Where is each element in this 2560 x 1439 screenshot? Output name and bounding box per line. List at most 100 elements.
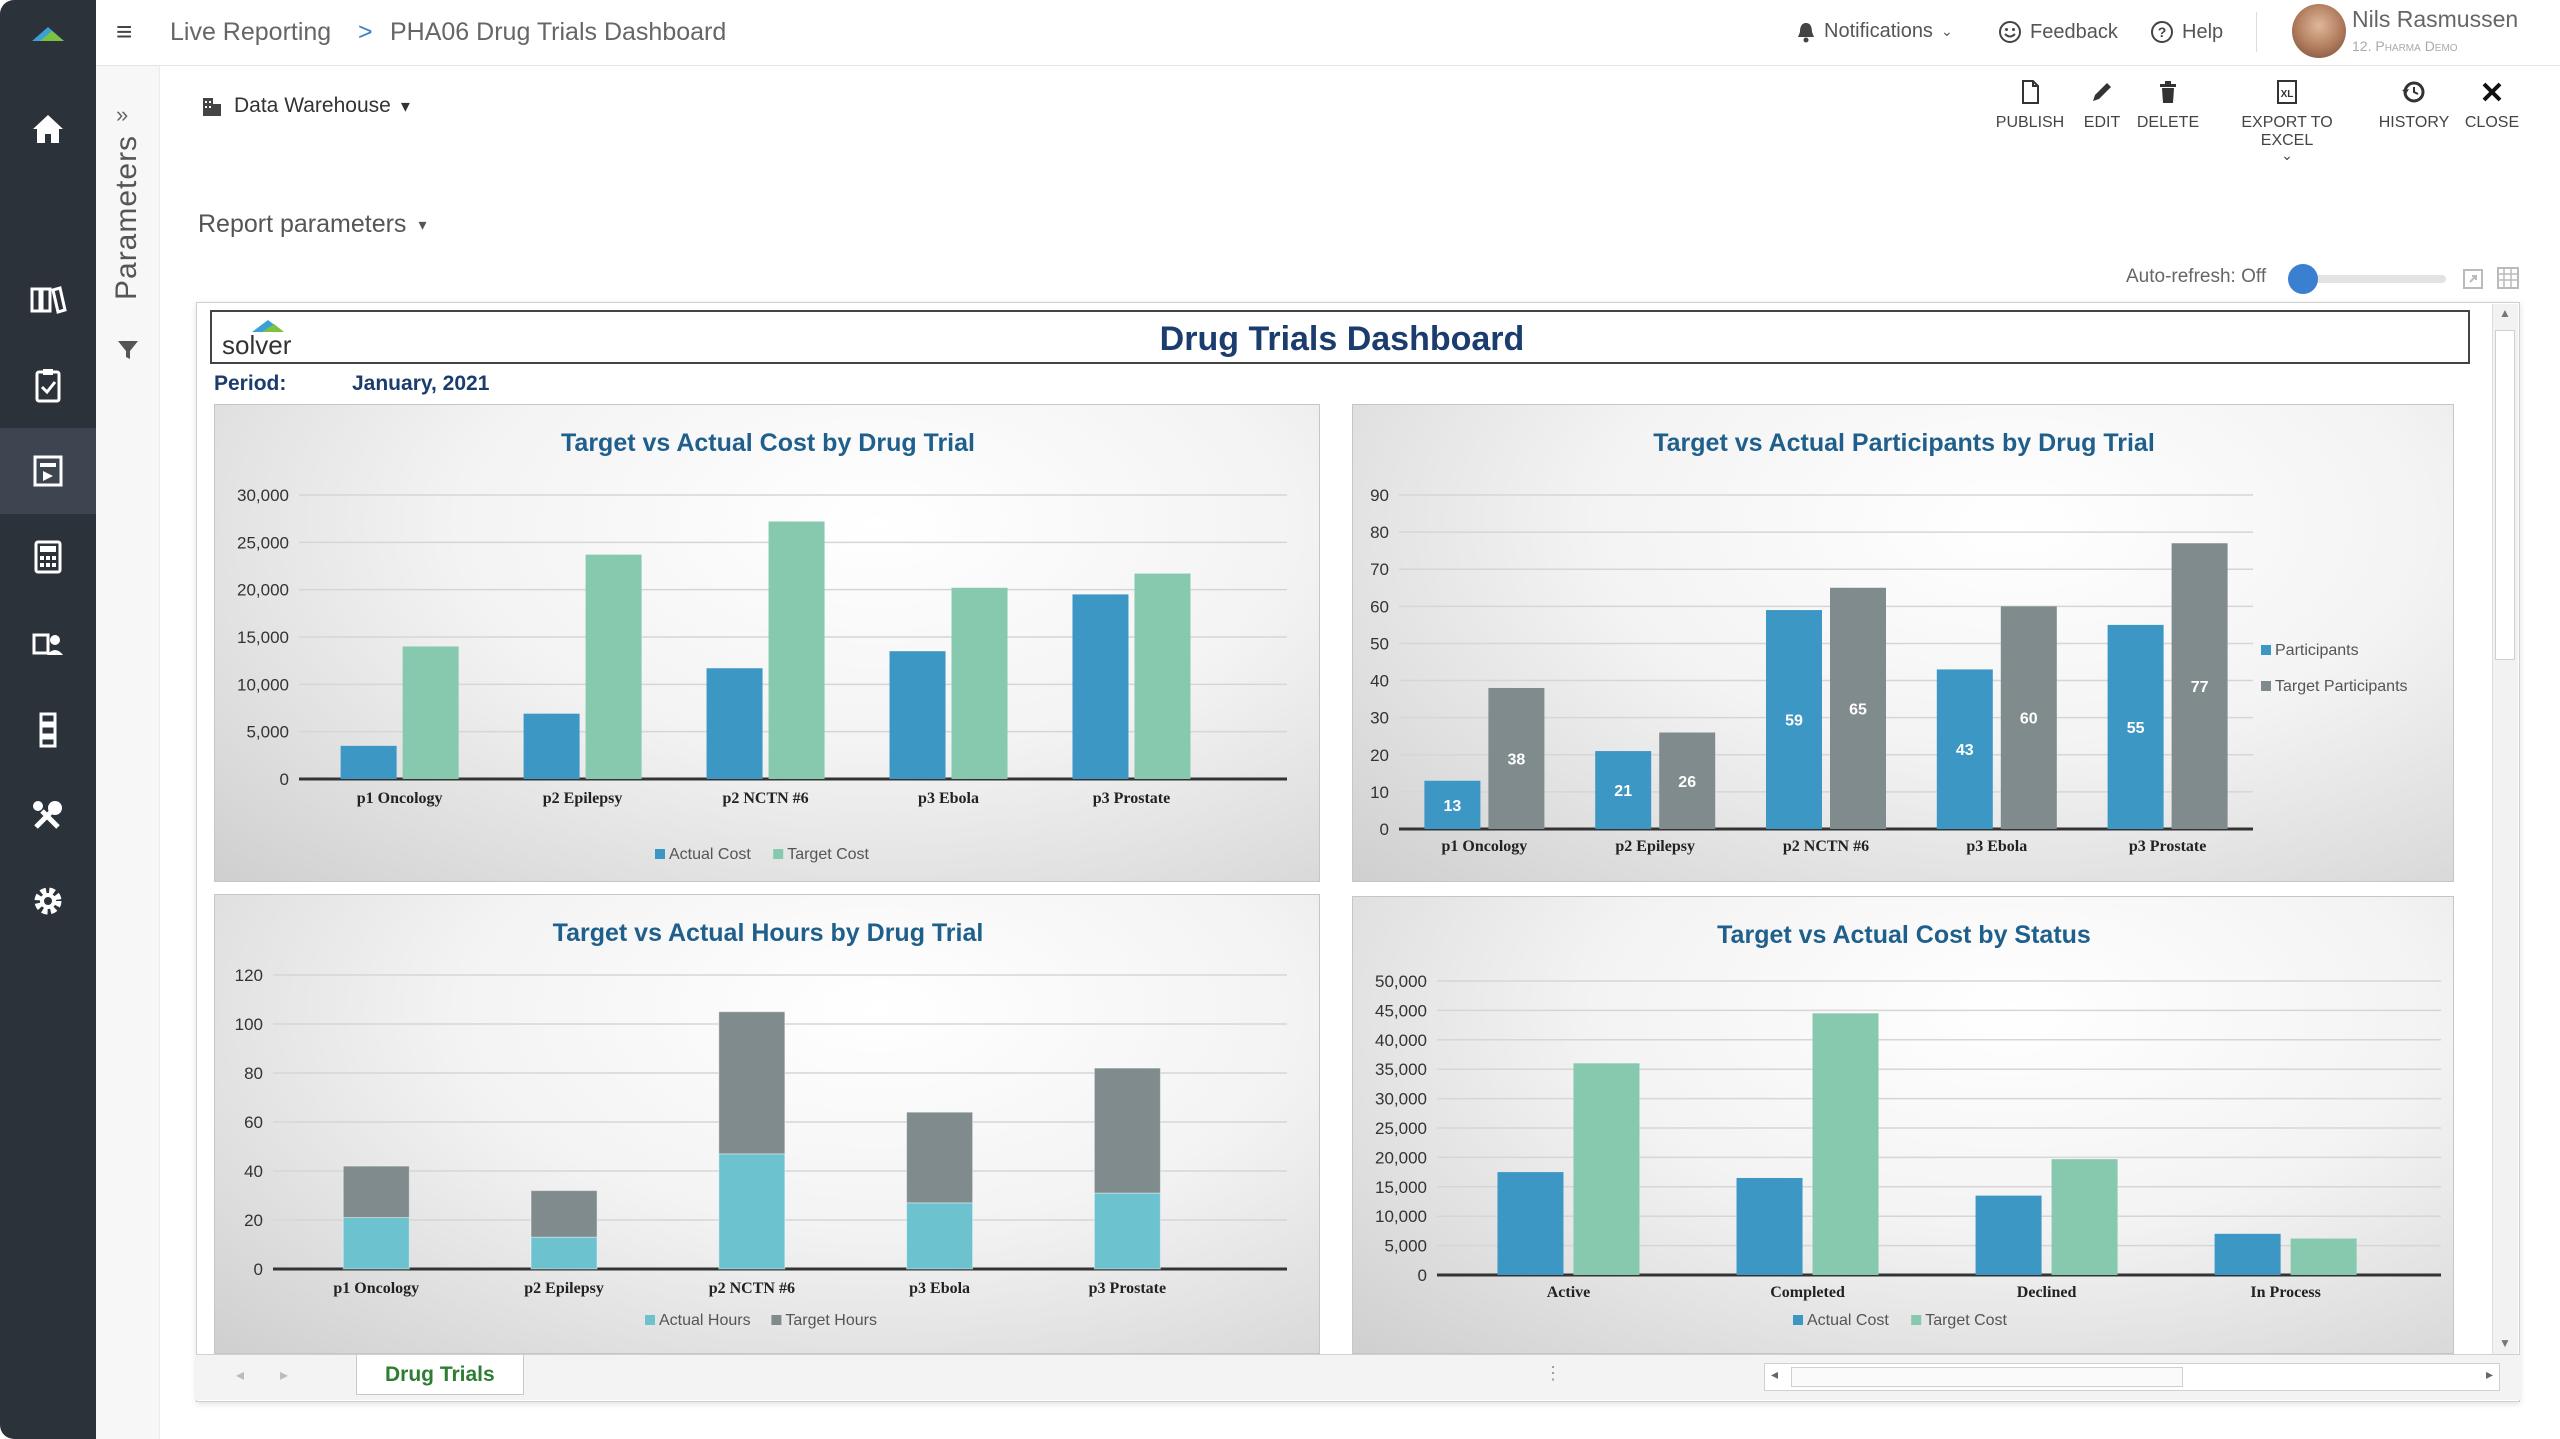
parameters-panel-collapsed[interactable]: » (96, 66, 160, 1439)
bar-actual-hours (530, 1236, 598, 1270)
data-label: 26 (1678, 774, 1696, 791)
x-category-label: Completed (1770, 1284, 1845, 1301)
avatar[interactable] (2292, 4, 2346, 58)
horizontal-scroll-thumb[interactable] (1791, 1367, 2183, 1387)
left-nav-rail (0, 0, 96, 1439)
vertical-scroll-thumb[interactable] (2495, 330, 2515, 660)
x-category-label: Declined (2017, 1284, 2077, 1301)
y-tick-label: 25,000 (1375, 1119, 1427, 1138)
y-tick-label: 5,000 (246, 723, 289, 742)
delete-button[interactable]: DELETE (2136, 78, 2200, 132)
datasource-selector[interactable]: Data Warehouse ▾ (200, 94, 410, 118)
legend-swatch (645, 1315, 655, 1325)
bar-target-cost (768, 521, 825, 779)
scroll-right-icon[interactable]: ▸ (2485, 1366, 2493, 1382)
filter-icon[interactable] (116, 338, 140, 362)
close-icon (2482, 82, 2502, 102)
y-tick-label: 40 (1370, 672, 1389, 691)
chevron-down-icon: ⌄ (1940, 23, 1953, 39)
horizontal-scrollbar[interactable]: ◂ ▸ (1764, 1363, 2500, 1391)
scroll-down-icon[interactable]: ▼ (2499, 1336, 2511, 1350)
tab-next-icon[interactable]: ▸ (280, 1367, 289, 1384)
hamburger-menu-icon[interactable]: ≡ (116, 16, 133, 47)
bar-participants (1936, 669, 1993, 829)
bar-target-hours (342, 1165, 410, 1219)
publish-label: PUBLISH (1995, 114, 2065, 131)
expand-view-icon[interactable] (2462, 268, 2484, 290)
breadcrumb-current: PHA06 Drug Trials Dashboard (390, 18, 727, 46)
breadcrumb-root[interactable]: Live Reporting (170, 18, 332, 46)
dashboard-header: solver Drug Trials Dashboard (210, 310, 2470, 364)
pencil-icon (2093, 83, 2111, 101)
legend-label: Participants (2275, 642, 2359, 659)
nav-processes[interactable] (0, 600, 96, 686)
x-category-label: p1 Oncology (333, 1280, 419, 1297)
bar-actual-hours (342, 1217, 410, 1270)
help-button[interactable]: ? Help (2150, 20, 2223, 44)
svg-text:?: ? (2158, 24, 2167, 40)
bar-actual-cost (523, 713, 580, 779)
x-category-label: p1 Oncology (357, 790, 443, 807)
bar-target-cost (1573, 1063, 1640, 1275)
notifications-button[interactable]: Notifications ⌄ (1796, 20, 1953, 43)
nav-settings[interactable] (0, 858, 96, 944)
y-tick-label: 30,000 (237, 486, 289, 505)
scroll-up-icon[interactable]: ▲ (2499, 306, 2511, 320)
history-button[interactable]: HISTORY (2376, 78, 2452, 132)
x-category-label: p2 NCTN #6 (722, 790, 808, 807)
bar-target-participants (1830, 587, 1886, 829)
nav-reports[interactable] (0, 428, 96, 514)
x-category-label: p2 NCTN #6 (709, 1280, 795, 1297)
grid-view-icon[interactable] (2496, 266, 2520, 290)
auto-refresh-slider-track[interactable] (2296, 275, 2446, 283)
x-category-label: p1 Oncology (1442, 838, 1528, 855)
nav-modules[interactable] (0, 686, 96, 772)
auto-refresh-slider-knob[interactable] (2288, 264, 2318, 294)
bar-actual-cost (889, 651, 946, 779)
y-tick-label: 45,000 (1375, 1001, 1427, 1020)
feedback-button[interactable]: Feedback (1998, 20, 2118, 44)
tab-drug-trials[interactable]: Drug Trials (356, 1355, 524, 1395)
bar-participants (1766, 610, 1822, 829)
smiley-icon (1999, 21, 2021, 43)
close-button[interactable]: CLOSE (2464, 78, 2520, 132)
expand-icon[interactable]: » (116, 102, 129, 127)
nav-tools[interactable] (0, 772, 96, 858)
nav-planning[interactable] (0, 514, 96, 600)
bar-participants (2107, 624, 2164, 829)
user-name[interactable]: Nils Rasmussen (2352, 6, 2519, 32)
y-tick-label: 40 (244, 1162, 263, 1181)
chart-participants-by-trial: Target vs Actual Participants by Drug Tr… (1352, 404, 2454, 882)
edit-button[interactable]: EDIT (2080, 78, 2124, 132)
y-tick-label: 20 (244, 1211, 263, 1230)
export-excel-button[interactable]: XL EXPORT TO EXCEL ⌄ (2214, 78, 2360, 162)
scroll-left-icon[interactable]: ◂ (1771, 1366, 1779, 1382)
bar-actual-cost (1072, 594, 1129, 779)
chart-hours-by-trial: Target vs Actual Hours by Drug Trial 0 20 4… (214, 894, 1320, 1354)
bar-actual-hours (906, 1202, 974, 1270)
legend-label: Actual Hours (659, 1312, 751, 1329)
edit-label: EDIT (2083, 114, 2121, 131)
data-label: 65 (1849, 701, 1867, 718)
bell-icon (1798, 22, 1814, 42)
tab-splitter-icon[interactable]: ⋮ (1544, 1363, 1562, 1383)
legend-swatch (1793, 1315, 1803, 1325)
nav-library[interactable] (0, 256, 96, 342)
bar-target-cost (1812, 1013, 1879, 1275)
calculator-icon (34, 540, 62, 574)
logo-text: solver (222, 330, 292, 360)
report-icon (33, 455, 63, 487)
chart-svg: Target vs Actual Cost by Drug Trial 0 5,00… (237, 429, 1287, 863)
y-tick-label: 70 (1370, 560, 1389, 579)
tab-prev-icon[interactable]: ◂ (236, 1367, 245, 1384)
clipboard-check-icon (35, 369, 61, 403)
nav-tasks[interactable] (0, 342, 96, 428)
app-logo[interactable] (0, 0, 96, 66)
nav-home[interactable] (0, 86, 96, 172)
bar-target-cost (1134, 573, 1191, 779)
report-parameters-toggle[interactable]: Report parameters ▾ (198, 210, 426, 239)
bar-target-cost (951, 587, 1008, 779)
x-category-label: p2 Epilepsy (524, 1280, 604, 1297)
publish-button[interactable]: PUBLISH (1992, 78, 2068, 132)
